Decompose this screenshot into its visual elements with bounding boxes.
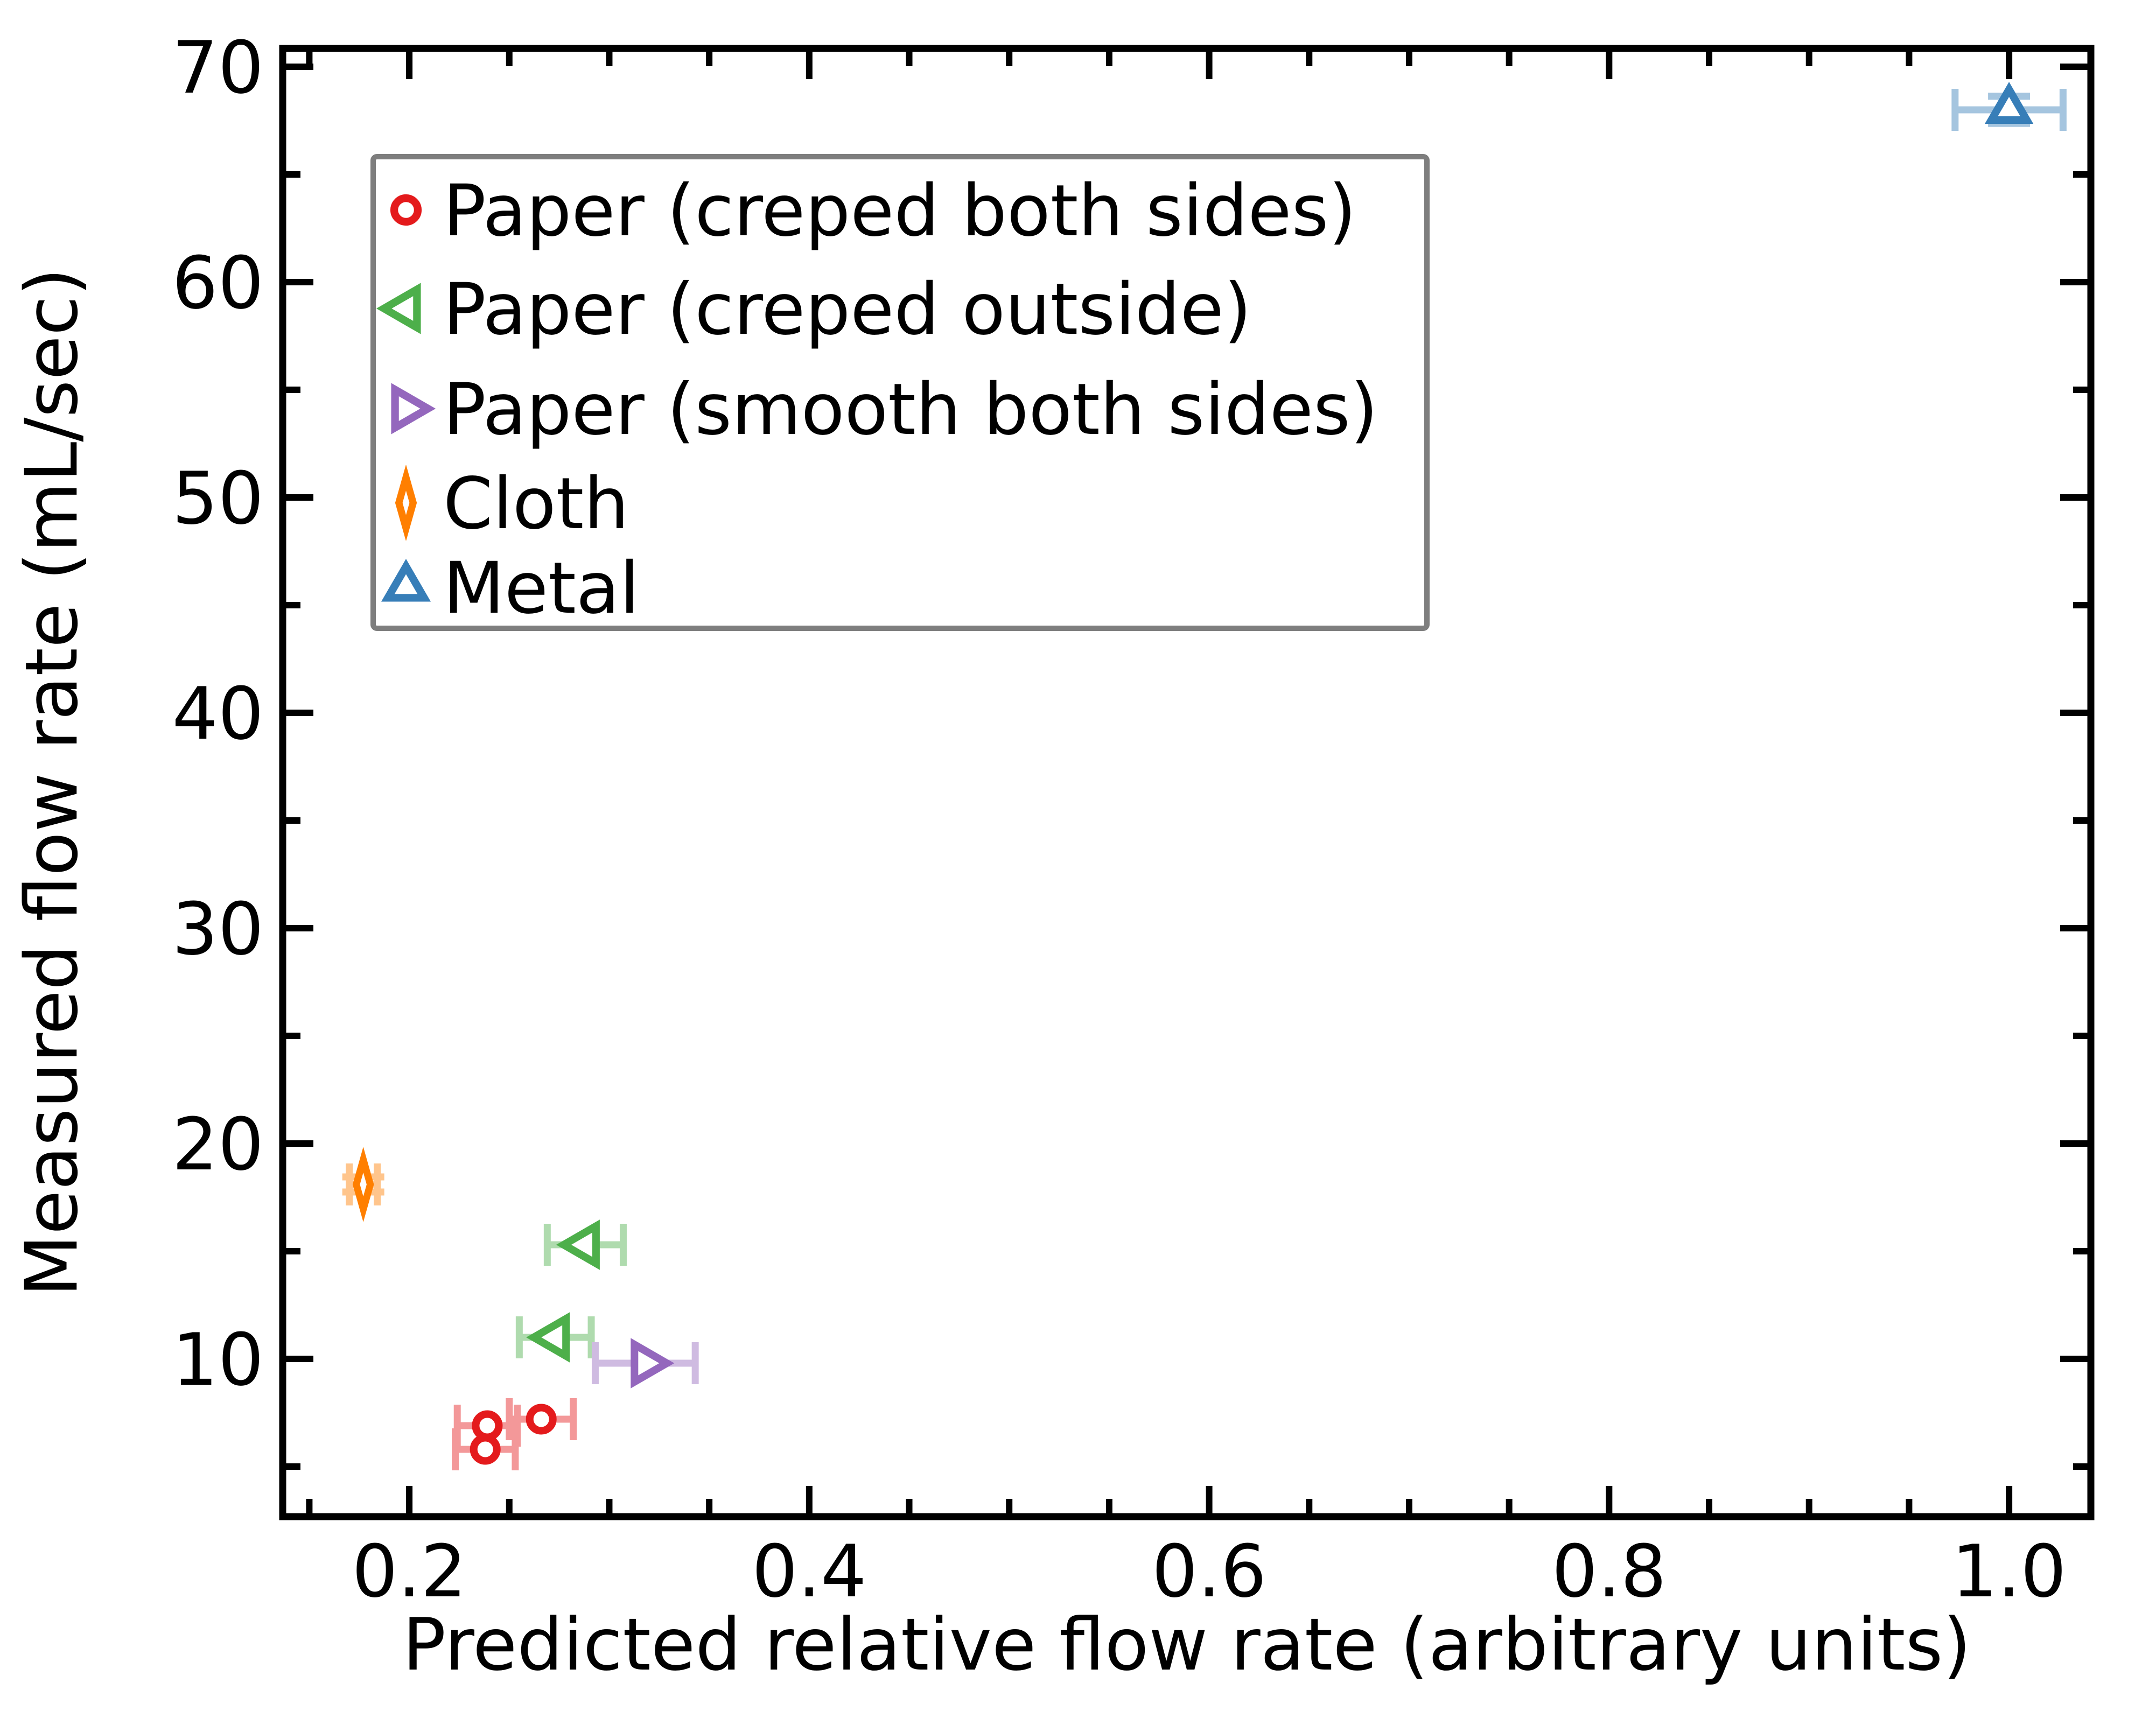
legend-label-paper-creped-both-sides: Paper (creped both sides) bbox=[443, 170, 1356, 253]
ticks bbox=[283, 48, 2091, 1517]
x-tick-label: 0.4 bbox=[752, 1530, 866, 1614]
x-tick-label: 0.8 bbox=[1552, 1530, 1667, 1614]
legend-label-paper-smooth-both-sides: Paper (smooth both sides) bbox=[443, 368, 1378, 451]
paper-creped-outside-legend-marker bbox=[376, 283, 421, 334]
cloth-legend-marker-icon bbox=[395, 464, 417, 542]
paper-smooth-both-sides-data-point bbox=[631, 1338, 675, 1389]
metal-legend-marker bbox=[381, 558, 431, 602]
legend-item-cloth: Cloth bbox=[376, 460, 1424, 548]
legend-item-paper-creped-both-sides: Paper (creped both sides) bbox=[376, 163, 1424, 260]
paper-smooth-both-sides-legend-marker-icon bbox=[391, 383, 436, 434]
paper-creped-outside-data-point bbox=[526, 1312, 570, 1363]
y-axis-label: Measured flow rate (mL/sec) bbox=[10, 268, 94, 1297]
legend: Paper (creped both sides) Paper (creped o… bbox=[370, 154, 1430, 631]
legend-item-metal: Metal bbox=[376, 547, 1424, 630]
legend-item-paper-smooth-both-sides: Paper (smooth both sides) bbox=[376, 360, 1424, 460]
paper-creped-both-sides-data-point bbox=[470, 1434, 501, 1465]
metal-legend-marker-icon bbox=[381, 558, 431, 602]
y-tick-label: 70 bbox=[172, 26, 264, 110]
paper-creped-both-sides-legend-marker-icon bbox=[390, 194, 422, 226]
paper-smooth-both-sides-legend-marker bbox=[391, 383, 436, 434]
x-tick-label: 1.0 bbox=[1952, 1530, 2067, 1614]
paper-creped-both-sides-data-point bbox=[526, 1404, 557, 1435]
y-tick-label: 60 bbox=[172, 241, 264, 325]
legend-label-metal: Metal bbox=[443, 547, 640, 630]
x-tick-label: 0.6 bbox=[1152, 1530, 1266, 1614]
y-tick-label: 40 bbox=[172, 672, 264, 756]
y-tick-label: 30 bbox=[172, 887, 264, 971]
x-tick-label: 0.2 bbox=[352, 1530, 467, 1614]
metal-data-point bbox=[1984, 82, 2034, 124]
paper-creped-both-sides-data-point bbox=[472, 1410, 503, 1441]
legend-item-paper-creped-outside: Paper (creped outside) bbox=[376, 260, 1424, 360]
paper-creped-both-sides-legend-marker bbox=[390, 194, 422, 226]
paper-creped-outside-legend-marker-icon bbox=[376, 283, 421, 334]
cloth-data-point bbox=[352, 1147, 374, 1222]
x-axis-label: Predicted relative flow rate (arbitrary … bbox=[402, 1603, 1971, 1687]
paper-creped-outside-data-point bbox=[556, 1219, 600, 1270]
data-points bbox=[352, 82, 2034, 1465]
legend-label-cloth: Cloth bbox=[443, 462, 629, 545]
y-tick-label: 50 bbox=[172, 457, 264, 541]
legend-label-paper-creped-outside: Paper (creped outside) bbox=[443, 268, 1252, 351]
cloth-legend-marker bbox=[395, 464, 417, 542]
y-tick-label: 10 bbox=[172, 1318, 264, 1402]
axes-frame bbox=[279, 45, 2095, 1520]
y-tick-label: 20 bbox=[172, 1103, 264, 1187]
